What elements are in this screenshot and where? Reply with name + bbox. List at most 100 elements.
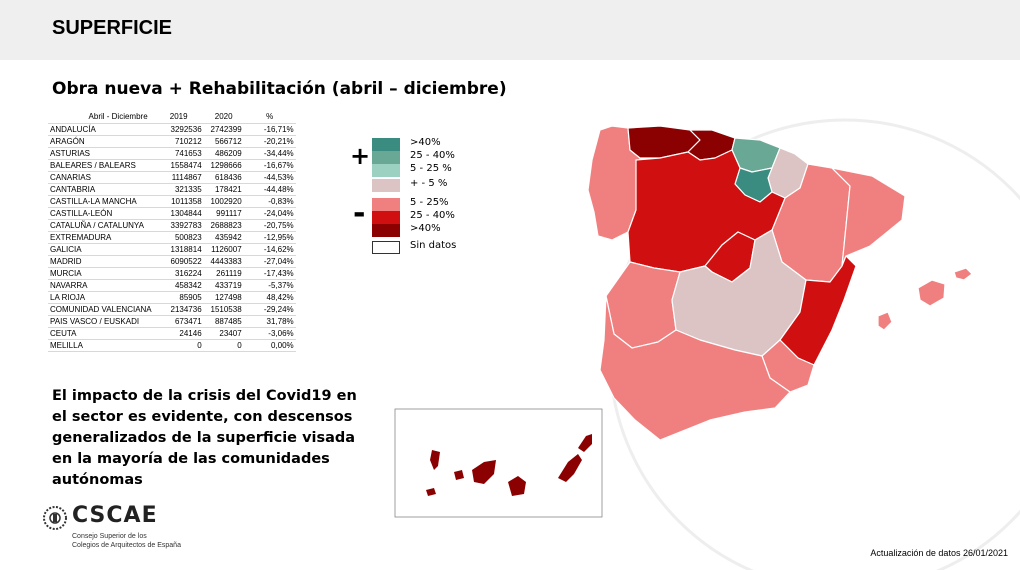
cell-pct: -34,44% <box>243 147 296 160</box>
cell-pct: -12,95% <box>243 231 296 244</box>
cell-2020: 618436 <box>203 171 244 184</box>
cell-pct: 31,78% <box>243 315 296 328</box>
table-row: ARAGÓN 710212 566712 -20,21% <box>48 135 296 148</box>
legend-label: 5 - 25% <box>410 197 449 208</box>
cell-pct: -16,71% <box>243 122 296 136</box>
cell-region: ASTURIAS <box>48 147 154 160</box>
cell-region: CASTILLA-LA MANCHA <box>48 195 154 208</box>
cell-pct: -44,48% <box>243 183 296 196</box>
legend-label: 5 - 25 % <box>410 163 452 174</box>
region-baleares-menorca <box>953 267 973 281</box>
cell-2020: 2742399 <box>203 122 244 136</box>
cell-2019: 0 <box>153 339 204 352</box>
cell-2020: 261119 <box>203 267 244 280</box>
island-la-gomera <box>454 470 464 480</box>
cell-pct: -20,21% <box>243 135 296 148</box>
cell-region: EXTREMADURA <box>48 231 154 244</box>
cell-region: CEUTA <box>48 327 154 340</box>
island-el-hierro <box>426 488 436 496</box>
logo-wordmark: CSCAE <box>72 503 158 528</box>
table-row: CASTILLA-LEÓN 1304844 991117 -24,04% <box>48 207 296 220</box>
cell-2019: 6090522 <box>153 255 204 268</box>
cell-pct: -20,75% <box>243 219 296 232</box>
logo-subtitle: Consejo Superior de los Colegios de Arqu… <box>72 532 181 550</box>
cell-2020: 1002920 <box>203 195 244 208</box>
cell-pct: 48,42% <box>243 291 296 304</box>
legend-swatch <box>372 179 400 192</box>
cell-pct: -24,04% <box>243 207 296 220</box>
cell-2020: 23407 <box>203 327 244 340</box>
table-row: CANARIAS 1114867 618436 -44,53% <box>48 171 296 184</box>
legend-swatch <box>372 138 400 151</box>
cell-region: MADRID <box>48 255 154 268</box>
table-row: PAIS VASCO / EUSKADI 673471 887485 31,78% <box>48 315 296 328</box>
cell-2019: 1011358 <box>153 195 204 208</box>
narrative-text: El impacto de la crisis del Covid19 en e… <box>52 388 357 488</box>
legend-plus-sign: + <box>350 142 371 170</box>
legend-swatch <box>372 151 400 164</box>
cell-2020: 1298666 <box>203 159 244 172</box>
update-note: Actualización de datos 26/01/2021 <box>870 548 1008 558</box>
cell-2020: 127498 <box>203 291 244 304</box>
legend-label: >40% <box>410 223 441 234</box>
cell-region: MURCIA <box>48 267 154 280</box>
table-row: CASTILLA-LA MANCHA 1011358 1002920 -0,83% <box>48 195 296 208</box>
cell-region: COMUNIDAD VALENCIANA <box>48 303 154 316</box>
cell-pct: -27,04% <box>243 255 296 268</box>
cell-region: LA RIOJA <box>48 291 154 304</box>
island-lanzarote <box>578 434 592 452</box>
table-row: NAVARRA 458342 433719 -5,37% <box>48 279 296 292</box>
cell-2020: 991117 <box>203 207 244 220</box>
cell-2020: 486209 <box>203 147 244 160</box>
cell-region: ANDALUCÍA <box>48 122 154 136</box>
subtitle: Obra nueva + Rehabilitación (abril – dic… <box>52 79 507 99</box>
island-la-palma <box>430 450 440 470</box>
cell-2020: 566712 <box>203 135 244 148</box>
cell-2020: 435942 <box>203 231 244 244</box>
table-body: ANDALUCÍA 3292536 2742399 -16,71% ARAGÓN 7102… <box>48 122 296 352</box>
cell-region: PAIS VASCO / EUSKADI <box>48 315 154 328</box>
table-row: LA RIOJA 85905 127498 48,42% <box>48 291 296 304</box>
table-row: CEUTA 24146 23407 -3,06% <box>48 327 296 340</box>
cell-region: CATALUÑA / CATALUNYA <box>48 219 154 232</box>
cell-region: MELILLA <box>48 339 154 352</box>
cell-pct: -16,67% <box>243 159 296 172</box>
cell-pct: -44,53% <box>243 171 296 184</box>
cell-region: GALICIA <box>48 243 154 256</box>
table-row: GALICIA 1318814 1126007 -14,62% <box>48 243 296 256</box>
cell-2020: 178421 <box>203 183 244 196</box>
table-row: MADRID 6090522 4443383 -27,04% <box>48 255 296 268</box>
cell-2019: 458342 <box>153 279 204 292</box>
legend-minus-sign: - <box>353 196 366 231</box>
table-row: COMUNIDAD VALENCIANA 2134736 1510538 -29,24… <box>48 303 296 316</box>
cell-2020: 2688823 <box>203 219 244 232</box>
logo-subtitle-line2: Colegios de Arquitectos de España <box>72 542 181 549</box>
island-gran-canaria <box>508 476 526 496</box>
cell-2020: 1126007 <box>203 243 244 256</box>
cell-2019: 1318814 <box>153 243 204 256</box>
table-row: MURCIA 316224 261119 -17,43% <box>48 267 296 280</box>
legend-label: >40% <box>410 137 441 148</box>
cell-region: CASTILLA-LEÓN <box>48 207 154 220</box>
cell-2020: 1510538 <box>203 303 244 316</box>
cell-2019: 321335 <box>153 183 204 196</box>
cell-2020: 0 <box>203 339 244 352</box>
region-valencia <box>779 255 857 366</box>
cell-pct: -14,62% <box>243 243 296 256</box>
cell-2019: 24146 <box>153 327 204 340</box>
cell-2019: 500823 <box>153 231 204 244</box>
legend-label: + - 5 % <box>410 178 448 189</box>
table-header-pct: % <box>266 111 274 121</box>
cell-2019: 1558474 <box>153 159 204 172</box>
cell-2019: 741653 <box>153 147 204 160</box>
cell-region: CANTABRIA <box>48 183 154 196</box>
cell-2019: 1114867 <box>153 171 204 184</box>
island-fuerteventura <box>558 454 582 482</box>
cell-pct: -5,37% <box>243 279 296 292</box>
table-header-period: Abril - Diciembre <box>88 111 148 121</box>
region-baleares-mallorca <box>917 279 946 307</box>
cell-region: BALEARES / BALEARS <box>48 159 154 172</box>
legend-swatch <box>372 198 400 211</box>
legend-label: 25 - 40% <box>410 210 455 221</box>
